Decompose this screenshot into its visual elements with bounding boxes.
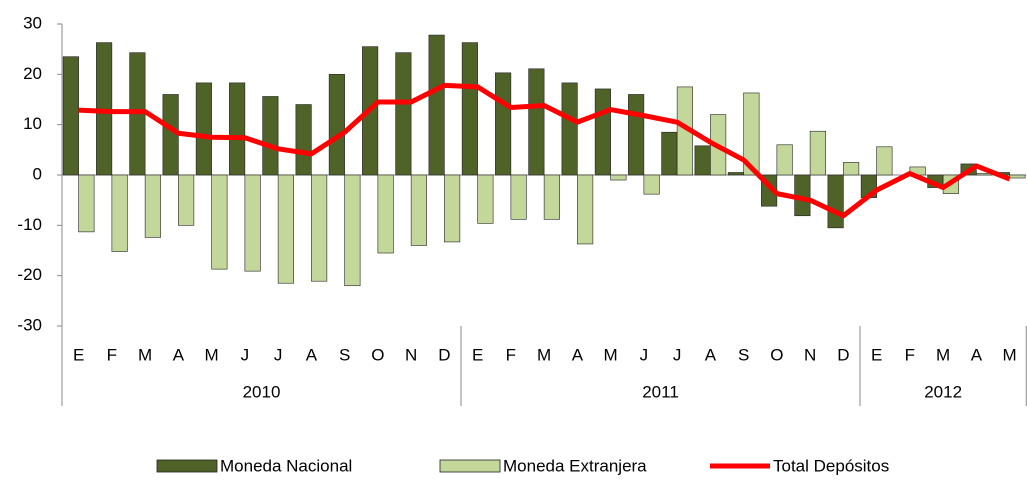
bar — [610, 174, 627, 181]
bar — [1009, 174, 1026, 179]
group-label: 2010 — [243, 382, 281, 401]
bar — [277, 174, 294, 284]
bar — [144, 174, 161, 238]
bar — [295, 104, 312, 176]
y-tick-label: 30 — [23, 13, 42, 32]
bar — [661, 131, 678, 176]
x-tick-label: F — [506, 345, 516, 364]
bar — [809, 130, 826, 176]
x-tick-label: O — [371, 345, 384, 364]
x-tick-label: M — [537, 345, 551, 364]
x-tick-label: A — [306, 345, 318, 364]
bar — [495, 72, 512, 176]
line — [78, 82, 1011, 219]
x-tick-label: A — [705, 345, 717, 364]
bar — [594, 88, 611, 176]
bar — [461, 42, 478, 176]
bar — [444, 174, 461, 243]
x-tick-label: D — [837, 345, 849, 364]
bar — [643, 174, 660, 195]
bar — [229, 82, 246, 176]
bar — [178, 174, 195, 226]
bar — [477, 174, 494, 224]
bar — [311, 174, 328, 282]
bar — [876, 146, 893, 176]
x-tick-label: M — [138, 345, 152, 364]
legend-swatch — [156, 459, 218, 473]
bar — [244, 174, 261, 272]
x-tick-label: A — [173, 345, 185, 364]
bar — [410, 174, 427, 246]
x-tick-label: O — [770, 345, 783, 364]
bar — [543, 174, 560, 220]
legend-swatch — [439, 459, 501, 473]
x-tick-label: E — [871, 345, 882, 364]
x-tick-label: N — [804, 345, 816, 364]
bar — [628, 94, 645, 176]
bar — [162, 94, 179, 176]
y-tick-label: 10 — [23, 114, 42, 133]
x-tick-label: M — [604, 345, 618, 364]
x-tick-label: F — [107, 345, 117, 364]
x-tick-label: N — [405, 345, 417, 364]
bar — [262, 96, 279, 176]
x-tick-label: F — [905, 345, 915, 364]
x-tick-label: J — [673, 345, 682, 364]
bar — [743, 92, 760, 176]
y-tick-label: 0 — [33, 164, 42, 183]
bar — [727, 172, 744, 176]
group-label: 2011 — [642, 382, 679, 401]
bar — [827, 174, 844, 229]
x-tick-label: J — [640, 345, 649, 364]
bar — [528, 68, 545, 176]
y-tick-label: 20 — [23, 64, 42, 83]
x-tick-label: M — [205, 345, 219, 364]
bar — [428, 34, 445, 176]
x-tick-label: S — [339, 345, 350, 364]
bar — [211, 174, 228, 270]
bar — [328, 74, 345, 176]
x-tick-label: E — [472, 345, 483, 364]
x-tick-label: J — [274, 345, 283, 364]
y-tick-label: -10 — [17, 215, 42, 234]
bar — [577, 174, 594, 245]
x-tick-label: S — [738, 345, 749, 364]
bar — [510, 174, 527, 220]
bar — [694, 145, 711, 176]
bar — [195, 82, 212, 176]
x-tick-label: M — [936, 345, 950, 364]
bar — [561, 82, 578, 176]
bar — [78, 174, 95, 233]
x-tick-label: J — [241, 345, 250, 364]
bar — [395, 52, 412, 176]
legend-label: Total Depósitos — [773, 456, 889, 475]
x-tick-label: E — [73, 345, 84, 364]
bar — [344, 174, 361, 287]
bar — [776, 144, 793, 176]
x-tick-label: A — [971, 345, 983, 364]
legend-label: Moneda Nacional — [220, 456, 352, 475]
group-label: 2012 — [924, 382, 962, 401]
x-tick-label: M — [1003, 345, 1017, 364]
y-tick-label: -30 — [17, 315, 42, 334]
bar — [377, 174, 394, 254]
legend-label: Moneda Extranjera — [503, 456, 647, 475]
x-tick-label: A — [572, 345, 584, 364]
x-tick-label: D — [438, 345, 450, 364]
y-tick-label: -20 — [17, 265, 42, 284]
bar — [111, 174, 128, 252]
bar — [843, 162, 860, 176]
bar — [62, 56, 79, 176]
